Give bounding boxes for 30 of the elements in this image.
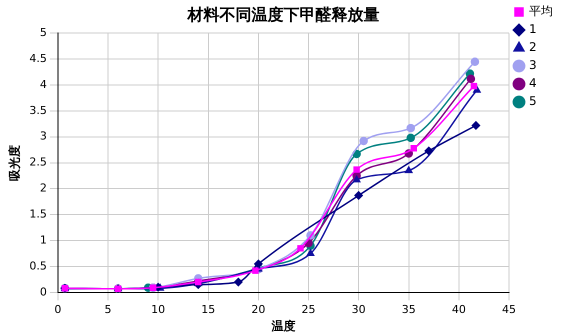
x-tick-label: 30 [352,302,366,316]
y-tick-label: 0 [40,285,47,298]
legend-label: 平均 [529,4,553,18]
legend-label: 1 [529,22,537,36]
x-tick-label: 25 [302,302,316,316]
y-tick-label: 3.5 [29,104,47,117]
y-tick-label: 5 [40,26,47,40]
x-tick-label: 45 [502,302,516,316]
y-tick-label: 2.5 [29,156,47,169]
legend-label: 5 [529,94,537,108]
x-tick-label: 5 [104,302,112,316]
x-tick-label: 10 [151,302,166,316]
x-tick-label: 15 [201,302,216,316]
legend-label: 4 [529,76,537,90]
legend-label: 2 [529,40,537,54]
y-tick-label: 0.5 [29,259,47,272]
x-tick-label: 35 [402,302,416,316]
y-tick-label: 4 [40,78,47,91]
y-tick-label: 3 [40,130,47,143]
x-tick-label: 0 [54,302,62,316]
x-tick-label: 20 [251,302,266,316]
x-tick-label: 40 [452,302,466,316]
y-axis-title: 吸光度 [7,144,22,181]
y-tick-label: 1 [40,233,47,246]
chart-title: 材料不同温度下甲醛释放量 [186,4,380,24]
y-tick-label: 4.5 [29,52,47,65]
x-axis-title: 温度 [270,318,296,333]
legend-label: 3 [529,58,537,72]
y-tick-label: 1.5 [29,208,47,220]
y-tick-label: 2 [40,182,47,195]
